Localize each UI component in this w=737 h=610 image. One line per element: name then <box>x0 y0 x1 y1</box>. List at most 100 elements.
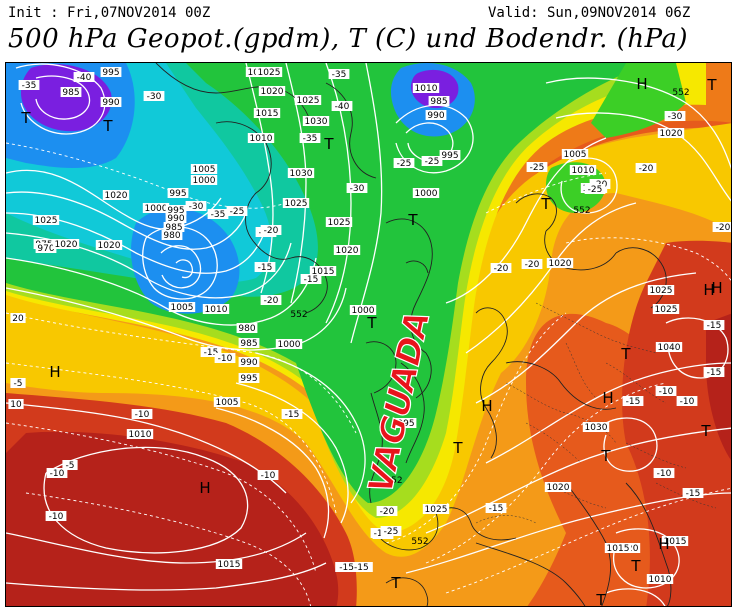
isobar-label: 1000 <box>412 188 440 199</box>
isobar-label-box <box>95 240 123 250</box>
isotherm-label-box <box>485 503 507 513</box>
isotherm-label: -10 <box>655 386 677 397</box>
isobar-label-box <box>142 203 170 213</box>
isobar-label-text: 985 <box>430 97 447 107</box>
pressure-center: T <box>540 195 551 213</box>
isobar-label-text: 1025 <box>655 305 678 315</box>
isobar-label: 995 <box>167 188 189 199</box>
isotherm-label-box <box>260 295 282 305</box>
pressure-center-text: H <box>636 75 647 93</box>
isotherm-label-box <box>703 367 725 377</box>
isobar-label-box <box>412 188 440 198</box>
isotherm-label: -25 <box>393 158 415 169</box>
pressure-center-text: T <box>706 76 717 94</box>
isotherm-label-text: -30 <box>147 92 162 102</box>
isotherm-label-box <box>526 162 548 172</box>
isobar-label-box <box>255 67 283 77</box>
pressure-center: T <box>366 314 377 332</box>
isotherm-label-box <box>300 274 322 284</box>
isotherm-label: -5 <box>62 460 78 471</box>
isotherm-label: -35 <box>207 209 229 220</box>
isobar-label-text: 970 <box>37 244 54 254</box>
pressure-center-text: H <box>49 363 60 381</box>
isotherm-label-box <box>380 526 402 536</box>
isotherm-label: -15 <box>703 367 725 378</box>
isotherm-label: 10 <box>8 399 24 410</box>
isobar-label-text: 1025 <box>328 218 351 228</box>
isobar-label-text: 1010 <box>129 430 152 440</box>
isotherm-label-box <box>421 156 443 166</box>
pressure-center: H <box>199 479 210 497</box>
isobar-label-text: 1005 <box>193 165 216 175</box>
pressure-center: T <box>407 211 418 229</box>
isobar-label: 1025 <box>282 198 310 209</box>
isobar-label-box <box>569 165 597 175</box>
isotherm-label: -15 <box>703 320 725 331</box>
isobar-label-box <box>165 205 187 215</box>
pressure-center-text: H <box>703 281 714 299</box>
isobar-label-text: 1010 <box>415 84 438 94</box>
isotherm-label: -10 <box>257 470 279 481</box>
pressure-center: T <box>700 422 711 440</box>
isobar-label-box <box>167 188 189 198</box>
isobar-label: 985 <box>428 96 450 107</box>
isotherm-label-box <box>655 386 677 396</box>
isotherm-label: -25 <box>421 156 443 167</box>
isotherm-label-box <box>214 353 236 363</box>
isotherm-label-text: -10 <box>49 512 64 522</box>
isobar-label: 985 <box>238 338 260 349</box>
isobar-label: 980 <box>236 323 258 334</box>
isobar-label-box <box>202 304 230 314</box>
isobar-label-text: 1025 <box>35 216 58 226</box>
isobar-label: 990 <box>425 110 447 121</box>
isobar-label: 1010 <box>247 133 275 144</box>
isotherm-label: 20 <box>10 313 26 324</box>
isotherm-label-box <box>8 399 24 409</box>
isotherm-label: -30 <box>346 183 368 194</box>
pressure-center-text: T <box>620 345 631 363</box>
pressure-center-text: H <box>711 279 722 297</box>
pressure-center: T <box>452 439 463 457</box>
isotherm-label-box <box>281 409 303 419</box>
isobar-label: 1000 <box>275 339 303 350</box>
pressure-center-text: T <box>595 591 606 607</box>
isobar-label: 995 <box>439 150 461 161</box>
geopotential-label: 552 <box>573 206 590 216</box>
isotherm-label: -20 <box>635 163 657 174</box>
isobar-label-text: 1025 <box>297 96 320 106</box>
isobar-label-box <box>253 108 281 118</box>
isotherm-label-box <box>45 511 67 521</box>
isobar-label: 1025 <box>32 215 60 226</box>
isobar-label: 995 <box>395 418 417 429</box>
isobar-label: 1010 <box>646 574 674 585</box>
pressure-center-text: T <box>700 422 711 440</box>
isotherm-label-box <box>676 396 698 406</box>
isobar-label-box <box>275 339 303 349</box>
isobar-label: 1025 <box>647 285 675 296</box>
isotherm-label-box <box>376 506 398 516</box>
isobar-label-text: 1015 <box>607 544 630 554</box>
isobar-label-box <box>647 285 675 295</box>
isobar-label: 1030 <box>302 116 330 127</box>
isobar-label-text: 980 <box>163 231 180 241</box>
isobar-label: 1020 <box>95 240 123 251</box>
isotherm-label-text: -15 <box>707 321 722 331</box>
isotherm-label-text: -10 <box>659 387 674 397</box>
isobar-label-box <box>302 116 330 126</box>
isotherm-label-text: -20 <box>380 507 395 517</box>
isotherm-label-text: -15 <box>626 397 641 407</box>
isobar-label: 1025 <box>652 304 680 315</box>
isotherm-label-box <box>682 488 704 498</box>
isotherm-label-box <box>521 259 543 269</box>
geopotential-label: 552 <box>290 310 307 320</box>
isobar-label: 1010 <box>202 304 230 315</box>
isobar-label-text: 1005 <box>171 303 194 313</box>
isobar-label-box <box>258 86 286 96</box>
isobar-label-box <box>161 230 183 240</box>
isobar-label-box <box>100 97 122 107</box>
isotherm-label: -35 <box>299 133 321 144</box>
isobar-label-box <box>582 422 610 432</box>
isobar-label-text: 1040 <box>658 343 681 353</box>
isobar-label: 990 <box>100 97 122 108</box>
geopotential-label-text: 552 <box>411 537 428 547</box>
